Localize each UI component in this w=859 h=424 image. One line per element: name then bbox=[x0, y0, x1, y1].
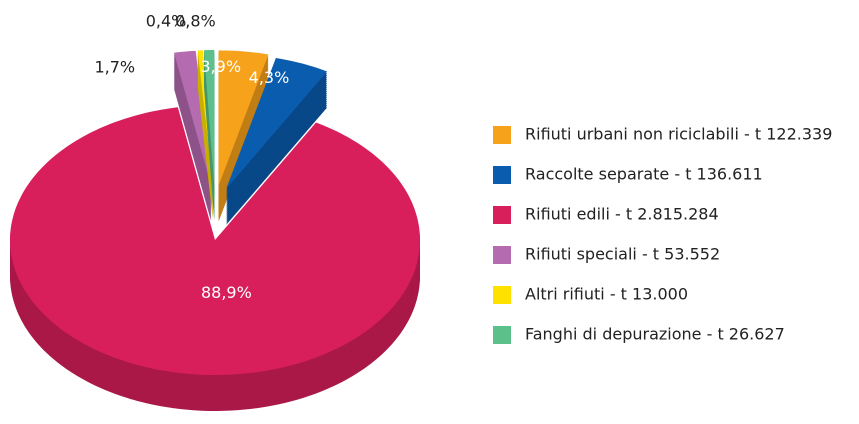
legend-swatch bbox=[493, 126, 511, 144]
slice-side bbox=[174, 56, 212, 192]
slice-side bbox=[197, 86, 214, 222]
slice-side bbox=[197, 64, 214, 200]
slice-side bbox=[197, 62, 214, 198]
slice-side bbox=[197, 76, 214, 212]
slice-side bbox=[174, 60, 212, 196]
slice-label: 1,7% bbox=[94, 58, 135, 77]
legend-swatch bbox=[493, 246, 511, 264]
slice-side bbox=[197, 80, 214, 216]
slice-side bbox=[197, 72, 214, 208]
slice-side bbox=[174, 68, 212, 204]
slice-label: 0,8% bbox=[175, 12, 216, 31]
slice-side bbox=[174, 52, 212, 188]
slice bbox=[174, 50, 212, 186]
legend-label: Raccolte separate - t 136.611 bbox=[525, 165, 763, 184]
slice-side bbox=[174, 62, 212, 198]
legend-label: Rifiuti urbani non riciclabili - t 122.3… bbox=[525, 125, 832, 144]
slice-side bbox=[174, 54, 212, 190]
slice-side bbox=[197, 66, 214, 202]
slice-side bbox=[197, 68, 214, 204]
slice-side bbox=[197, 56, 214, 192]
slice-side bbox=[174, 80, 212, 216]
slice-side bbox=[174, 82, 212, 218]
legend-swatch bbox=[493, 206, 511, 224]
slice-side bbox=[174, 70, 212, 206]
slice-side bbox=[174, 66, 212, 202]
slice-side bbox=[197, 70, 214, 206]
slice bbox=[203, 50, 215, 186]
legend-swatch bbox=[493, 286, 511, 304]
slice-side bbox=[197, 58, 214, 194]
legend-label: Rifiuti speciali - t 53.552 bbox=[525, 245, 720, 264]
slice-label: 88,9% bbox=[201, 283, 252, 302]
slice-side bbox=[197, 74, 214, 210]
slice bbox=[10, 107, 420, 375]
slice-side bbox=[174, 64, 212, 200]
slice bbox=[226, 57, 328, 189]
slice-label: 4,3% bbox=[249, 68, 290, 87]
slice-side bbox=[174, 72, 212, 208]
legend-label: Fanghi di depurazione - t 26.627 bbox=[525, 325, 785, 344]
slice bbox=[218, 50, 269, 186]
slice-side bbox=[197, 84, 214, 220]
legend-swatch bbox=[493, 326, 511, 344]
slice-label: 0,4% bbox=[146, 12, 187, 31]
slice-label: 3,9% bbox=[200, 57, 241, 76]
slice-side bbox=[174, 78, 212, 214]
slice-side bbox=[174, 58, 212, 194]
slice-side bbox=[197, 78, 214, 214]
legend-label: Rifiuti edili - t 2.815.284 bbox=[525, 205, 719, 224]
legend-swatch bbox=[493, 166, 511, 184]
slice-side bbox=[197, 82, 214, 218]
legend-label: Altri rifiuti - t 13.000 bbox=[525, 285, 688, 304]
slice-side bbox=[174, 84, 212, 220]
slice-side bbox=[174, 74, 212, 210]
slice-side bbox=[174, 86, 212, 222]
slice-side bbox=[197, 60, 214, 196]
slice-side bbox=[174, 76, 212, 212]
